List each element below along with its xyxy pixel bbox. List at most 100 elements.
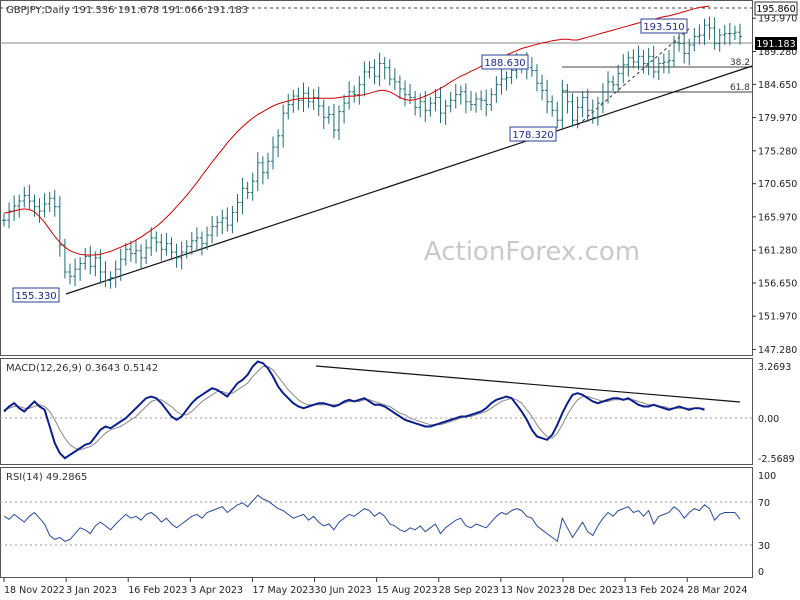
top-level-tag: 195.860: [754, 1, 798, 16]
price-bar: [499, 68, 504, 95]
price-bar: [337, 105, 342, 141]
rsi-pane: [0, 467, 753, 578]
price-bar: [732, 25, 737, 41]
price-bar: [265, 152, 270, 180]
price-bar: [220, 209, 225, 235]
price-bar: [78, 257, 83, 281]
price-bar: [428, 96, 433, 117]
x-tick-label: 3 Apr 2023: [190, 585, 243, 596]
watermark: ActionForex.com: [424, 237, 640, 267]
price-bar: [392, 68, 397, 91]
price-bar: [311, 88, 316, 110]
price-bar: [93, 251, 98, 277]
svg-text:188.630: 188.630: [484, 58, 525, 69]
macd-lines: [3, 360, 705, 460]
price-bar: [210, 215, 215, 244]
macd-ytick-zero: 0.00: [758, 414, 779, 425]
price-bar: [738, 23, 742, 45]
price-bar: [661, 53, 666, 74]
svg-text:178.320: 178.320: [512, 130, 553, 141]
price-bar: [413, 91, 418, 116]
price-bar: [144, 239, 149, 265]
price-bar: [159, 233, 164, 262]
price-bar: [692, 27, 697, 52]
price-bar: [448, 91, 453, 113]
x-tick-label: 30 Jun 2023: [315, 585, 372, 596]
price-bar: [301, 82, 306, 113]
annotation-193510: 193.510: [640, 18, 688, 34]
price-header: GBPJPY,Daily 191.336 191.678 191.066 191…: [6, 5, 248, 16]
price-bar: [174, 243, 179, 268]
price-bar: [164, 232, 169, 256]
price-bar: [433, 88, 438, 112]
projection-line: [577, 27, 691, 126]
x-tick-label: 13 Nov 2023: [501, 585, 562, 596]
current-price-tag: 191.183: [755, 37, 797, 50]
price-bar: [727, 22, 732, 46]
fib-382-label: 38.2: [730, 58, 750, 68]
price-bar: [7, 202, 12, 229]
price-bar: [47, 191, 52, 213]
price-bar: [494, 76, 499, 103]
price-ytick-label: 165.970: [758, 212, 797, 223]
rsi-line: [3, 494, 741, 543]
price-bar: [123, 242, 128, 266]
price-bar: [113, 260, 118, 288]
price-bar: [179, 241, 184, 270]
price-bar: [215, 215, 220, 237]
rsi-line-path: [3, 494, 741, 543]
price-bar: [184, 240, 189, 259]
price-bar: [656, 57, 661, 81]
price-bar: [271, 136, 276, 170]
x-tick-label: 28 Mar 2024: [687, 585, 747, 596]
price-bar: [651, 45, 656, 79]
price-bar: [672, 35, 677, 67]
price-ytick-label: 156.650: [758, 278, 797, 289]
price-bar: [418, 93, 423, 118]
price-ytick-label: 179.970: [758, 113, 797, 124]
macd-pane: [0, 358, 753, 465]
price-ytick-label: 184.650: [758, 80, 797, 91]
ma-line: [3, 5, 710, 256]
price-bar: [281, 104, 286, 148]
rsi-ytick-0: 0: [758, 567, 764, 578]
price-bar: [342, 94, 347, 124]
price-bar: [722, 25, 727, 45]
price-bar: [306, 86, 311, 109]
price-ytick-label: 189.280: [758, 47, 797, 58]
x-tick-label: 18 Nov 2022: [4, 585, 65, 596]
price-bar: [575, 96, 580, 129]
annotation-155330: 155.330: [12, 287, 60, 303]
price-bar: [600, 83, 605, 114]
rsi-header: RSI(14) 49.2865: [6, 472, 87, 483]
price-bar: [331, 103, 336, 139]
price-bar: [438, 86, 443, 124]
price-bar: [387, 59, 392, 86]
price-bar: [357, 76, 362, 105]
price-bar: [580, 91, 585, 118]
price-bar: [479, 90, 484, 111]
price-bar: [565, 84, 570, 114]
rsi-ytick-70: 70: [758, 498, 770, 509]
svg-text:191.183: 191.183: [756, 39, 795, 50]
price-bar: [677, 33, 682, 52]
rsi-ytick-30: 30: [758, 541, 770, 552]
price-bar: [245, 181, 250, 199]
price-bar: [22, 186, 27, 208]
x-tick-label: 17 May 2023: [252, 585, 314, 596]
price-bar: [27, 184, 32, 210]
price-bar: [230, 206, 235, 234]
price-bars: [2, 16, 742, 289]
annotation-178320: 178.320: [509, 126, 557, 142]
price-bar: [149, 227, 154, 257]
x-tick-label: 16 Feb 2023: [128, 585, 187, 596]
price-bar: [118, 248, 123, 281]
price-bar: [560, 79, 565, 131]
macd-header: MACD(12,26,9) 0.3643 0.5142: [6, 363, 158, 374]
price-bar: [108, 271, 113, 289]
moving-average: [3, 5, 710, 256]
price-bar: [372, 59, 377, 85]
price-bar: [646, 47, 651, 76]
price-bar: [67, 263, 72, 285]
price-bar: [382, 57, 387, 80]
